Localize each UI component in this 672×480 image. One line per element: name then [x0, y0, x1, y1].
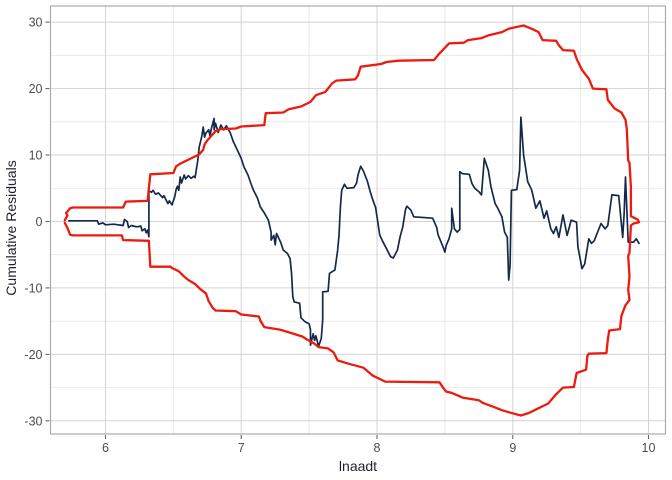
svg-text:10: 10: [642, 441, 656, 455]
y-tick-labels: -30 -20 -10 0 10 20 30: [24, 16, 42, 429]
plot-layers: 6 7 8 9 10 -30 -20 -10 0 10 20 30: [24, 5, 667, 455]
svg-text:10: 10: [29, 149, 43, 163]
cumulative-residuals-line: [67, 116, 640, 348]
x-tick-labels: 6 7 8 9 10: [102, 441, 655, 455]
x-axis-title: lnaadt: [339, 458, 377, 474]
simulation-envelope-line: [63, 24, 641, 417]
svg-text:7: 7: [238, 441, 245, 455]
grid-minor: [50, 6, 666, 434]
svg-text:9: 9: [509, 441, 516, 455]
axis-ticks: [45, 21, 650, 439]
svg-text:-20: -20: [24, 348, 42, 362]
svg-text:-30: -30: [24, 414, 42, 428]
svg-text:30: 30: [29, 16, 43, 30]
svg-text:20: 20: [29, 82, 43, 96]
svg-text:8: 8: [374, 441, 381, 455]
grid-major: [50, 6, 666, 434]
y-axis-title: Cumulative Residuals: [3, 160, 19, 295]
svg-text:6: 6: [102, 441, 109, 455]
panel-border: [49, 5, 667, 435]
svg-text:0: 0: [36, 215, 43, 229]
svg-text:-10: -10: [24, 281, 42, 295]
